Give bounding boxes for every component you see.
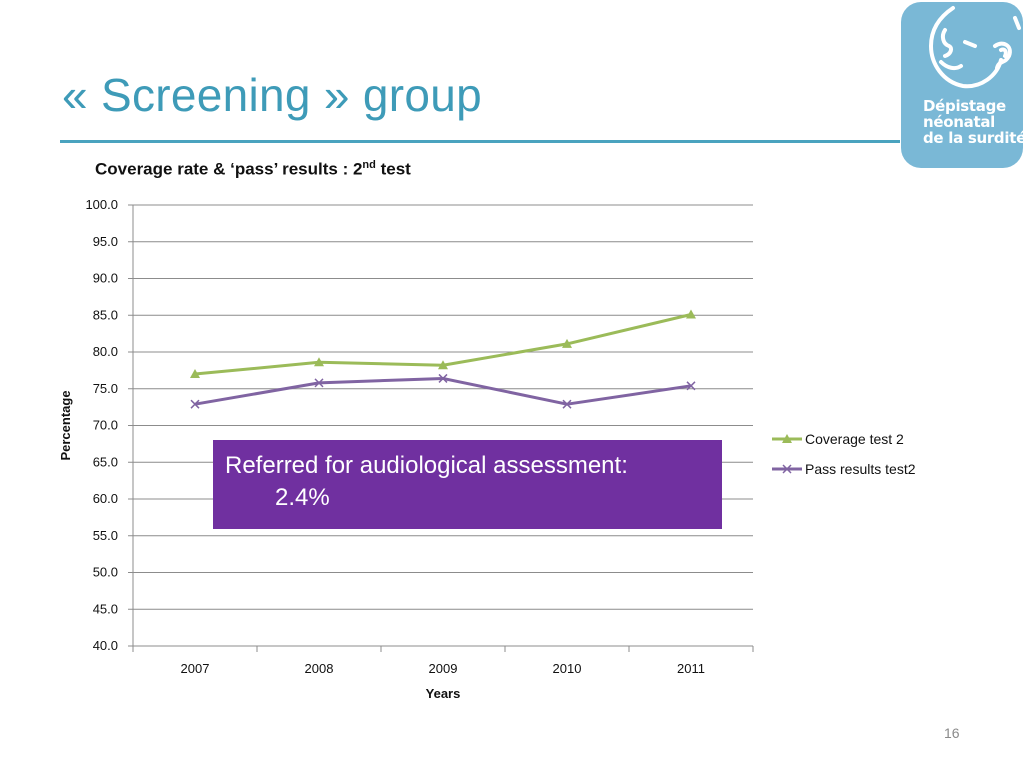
y-tick-label: 40.0 [93, 638, 118, 653]
legend-label-1: Coverage test 2 [805, 431, 904, 447]
y-tick-label: 45.0 [93, 601, 118, 616]
logo-text-line-1: Dépistage [923, 97, 1006, 115]
screening-logo: Dépistage néonatal de la surdité [901, 2, 1023, 168]
y-tick-label: 65.0 [93, 454, 118, 469]
data-point-2 [438, 373, 448, 383]
legend-marker-2 [782, 464, 792, 474]
series-line-2 [194, 376, 692, 406]
y-tick-label: 55.0 [93, 528, 118, 543]
page-number: 16 [944, 725, 960, 741]
y-tick-label: 85.0 [93, 307, 118, 322]
data-point-1 [314, 357, 324, 367]
legend-marker-1 [782, 434, 792, 443]
data-point-2 [686, 381, 696, 391]
data-point-2 [314, 378, 324, 388]
data-point-1 [686, 309, 696, 319]
y-tick-label: 75.0 [93, 381, 118, 396]
x-tick-label: 2011 [677, 661, 705, 676]
x-tick-label: 2008 [305, 661, 334, 676]
slide-title: « Screening » group [62, 69, 482, 121]
y-tick-label: 70.0 [93, 418, 118, 433]
logo-text-line-3: de la surdité [923, 129, 1023, 147]
data-point-2 [562, 399, 572, 409]
callout-text: Referred for audiological assessment: [225, 452, 628, 479]
data-point-2 [190, 399, 200, 409]
data-point-1 [562, 338, 572, 348]
y-tick-label: 80.0 [93, 344, 118, 359]
title-divider [60, 140, 900, 143]
y-tick-label: 90.0 [93, 271, 118, 286]
baby-ear-icon [929, 6, 1021, 89]
chart-title-tail: test [375, 159, 411, 179]
data-point-1 [438, 360, 448, 370]
callout-value: 2.4% [275, 484, 330, 511]
data-point-1 [190, 369, 200, 379]
referral-callout: Referred for audiological assessment: 2.… [213, 440, 722, 529]
x-tick-label: 2009 [429, 661, 458, 676]
y-tick-label: 50.0 [93, 565, 118, 580]
chart-title-superscript: nd [362, 159, 376, 171]
logo-text-line-2: néonatal [923, 113, 995, 131]
y-axis-label: Percentage [58, 390, 73, 460]
chart-title-main: Coverage rate & ‘pass’ results : 2 [95, 159, 363, 179]
y-tick-label: 100.0 [85, 197, 118, 212]
x-axis-label: Years [426, 686, 461, 701]
legend-label-2: Pass results test2 [805, 461, 916, 477]
y-tick-label: 60.0 [93, 491, 118, 506]
x-tick-label: 2010 [553, 661, 582, 676]
x-tick-label: 2007 [181, 661, 210, 676]
y-tick-label: 95.0 [93, 234, 118, 249]
chart-title: Coverage rate & ‘pass’ results : 2nd tes… [95, 159, 411, 180]
